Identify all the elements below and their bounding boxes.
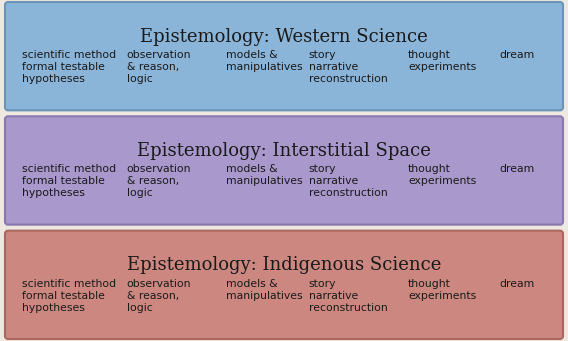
Text: thought
experiments: thought experiments (408, 50, 477, 72)
Text: observation
& reason,
logic: observation & reason, logic (127, 164, 191, 198)
Text: story
narrative
reconstruction: story narrative reconstruction (309, 50, 387, 84)
Text: Epistemology: Interstitial Space: Epistemology: Interstitial Space (137, 142, 431, 160)
FancyBboxPatch shape (5, 116, 563, 225)
Text: scientific method
formal testable
hypotheses: scientific method formal testable hypoth… (22, 50, 116, 84)
Text: models &
manipulatives: models & manipulatives (226, 50, 303, 72)
Text: scientific method
formal testable
hypotheses: scientific method formal testable hypoth… (22, 279, 116, 313)
Text: scientific method
formal testable
hypotheses: scientific method formal testable hypoth… (22, 164, 116, 198)
Text: thought
experiments: thought experiments (408, 279, 477, 301)
Text: dream: dream (499, 50, 534, 60)
FancyBboxPatch shape (5, 231, 563, 339)
Text: observation
& reason,
logic: observation & reason, logic (127, 279, 191, 313)
Text: models &
manipulatives: models & manipulatives (226, 279, 303, 301)
Text: observation
& reason,
logic: observation & reason, logic (127, 50, 191, 84)
Text: story
narrative
reconstruction: story narrative reconstruction (309, 164, 387, 198)
Text: story
narrative
reconstruction: story narrative reconstruction (309, 279, 387, 313)
Text: Epistemology: Western Science: Epistemology: Western Science (140, 28, 428, 45)
Text: dream: dream (499, 164, 534, 174)
Text: Epistemology: Indigenous Science: Epistemology: Indigenous Science (127, 256, 441, 274)
Text: thought
experiments: thought experiments (408, 164, 477, 187)
Text: models &
manipulatives: models & manipulatives (226, 164, 303, 187)
Text: dream: dream (499, 279, 534, 289)
FancyBboxPatch shape (5, 2, 563, 110)
